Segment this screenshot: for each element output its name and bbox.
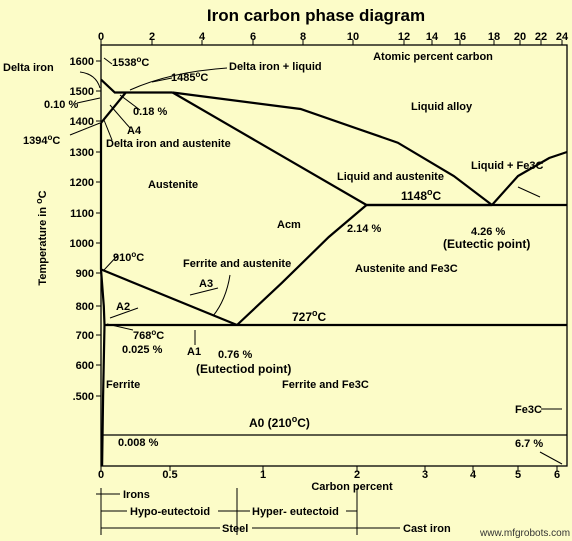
top-tick-6: 12: [398, 31, 410, 43]
top-tick-7: 14: [426, 31, 439, 43]
y-tick-7: 1300: [70, 147, 94, 159]
label-1538: 1538oC: [112, 55, 149, 69]
y-axis-label: Temperature in oC: [34, 190, 49, 285]
top-tick-4: 8: [300, 31, 306, 43]
chart-title: Iron carbon phase diagram: [207, 6, 425, 25]
label-1148: 1148oC: [401, 187, 442, 203]
label-austenite: Austenite: [148, 179, 198, 191]
label-a4: A4: [127, 125, 142, 137]
label-4.26: 4.26 %: [471, 226, 505, 238]
label-eutectoid: (Eutectiod point): [196, 362, 291, 376]
label-delta-austenite: Delta iron and austenite: [106, 138, 231, 150]
label-727: 727oC: [292, 308, 327, 324]
y-tick-1: 700: [76, 330, 94, 342]
y-tick-5: 1100: [70, 208, 94, 220]
label-delta-liquid: Delta iron + liquid: [229, 61, 322, 73]
boundary-0: [100, 78, 173, 94]
watermark: www.mfgrobots.com: [479, 528, 570, 539]
boundary-10: [99, 269, 106, 467]
label-eutectic: (Eutectic point): [443, 237, 530, 251]
top-tick-9: 18: [488, 31, 500, 43]
y-tick-2: 800: [76, 301, 94, 313]
y-tick-8: 1400: [70, 116, 94, 128]
top-tick-8: 16: [454, 31, 466, 43]
y-tick-6: 1200: [70, 177, 94, 189]
label-ferrite-austenite: Ferrite and austenite: [183, 258, 291, 270]
top-tick-5: 10: [347, 31, 359, 43]
top-axis-label: Atomic percent carbon: [373, 51, 493, 63]
left-axis-ticks: 600 700 800 900 1000 1100 1200 1300 1400 1500 1600…: [70, 56, 101, 403]
top-tick-3: 6: [250, 31, 256, 43]
y-tick-9: 1500: [70, 86, 94, 98]
phase-boundaries: [99, 78, 568, 467]
label-a3: A3: [199, 278, 213, 290]
label-910: 910oC: [113, 250, 144, 264]
y-tick-4: 1000: [70, 238, 94, 250]
label-768: 768oC: [133, 328, 164, 342]
label-2.14: 2.14 %: [347, 223, 381, 235]
x-tick-1: 0.5: [162, 469, 177, 481]
label-0.18: 0.18 %: [133, 106, 167, 118]
range-irons: Irons: [123, 489, 150, 501]
boundary-4: [172, 91, 493, 206]
x-tick-4: 3: [422, 469, 428, 481]
range-hypo: Hypo-eutectoid: [130, 506, 210, 518]
boundary-7: [236, 204, 368, 326]
label-0.76: 0.76 %: [218, 349, 252, 361]
top-tick-1: 2: [149, 31, 155, 43]
label-6.7: 6.7 %: [515, 438, 543, 450]
label-a0: A0 (210oC): [249, 414, 310, 430]
boundary-5: [491, 150, 568, 206]
x-tick-0: 0: [98, 469, 104, 481]
y-tick-3: 900: [76, 268, 94, 280]
label-acm: Acm: [277, 219, 301, 231]
label-austenite-fe3c: Austenite and Fe3C: [355, 263, 458, 275]
top-tick-10: 20: [514, 31, 526, 43]
top-axis-ticks: 0 2 4 6 8 10 12 14 16 18 20 22 24: [98, 31, 569, 45]
label-liquid-alloy: Liquid alloy: [411, 101, 473, 113]
label-0.008: 0.008 %: [118, 437, 159, 449]
x-tick-6: 5: [515, 469, 521, 481]
x-tick-2: 1: [260, 469, 266, 481]
bottom-ranges: Irons Hypo-eutectoid Hyper- eutectoid St…: [96, 488, 451, 535]
range-hyper: Hyper- eutectoid: [252, 506, 339, 518]
x-tick-7: 6: [554, 469, 560, 481]
range-cast-iron: Cast iron: [403, 523, 451, 535]
label-a2: A2: [116, 301, 130, 313]
range-steel: Steel: [222, 523, 248, 535]
label-delta-iron: Delta iron: [3, 62, 54, 74]
label-1394: 1394oC: [23, 133, 60, 147]
top-tick-2: 4: [199, 31, 206, 43]
x-axis-label: Carbon percent: [311, 481, 393, 493]
top-tick-0: 0: [98, 31, 104, 43]
x-tick-3: 2: [354, 469, 360, 481]
y-tick-0: 600: [76, 360, 94, 372]
label-ferrite: Ferrite: [106, 379, 140, 391]
y-tick-10: 1600: [70, 56, 94, 68]
plot-frame: [100, 44, 568, 467]
label-fe3c: Fe3C: [515, 404, 542, 416]
x-tick-5: 4: [470, 469, 477, 481]
bottom-axis-ticks: 0 0.5 1 2 3 4 5 6: [98, 466, 560, 481]
y-tick-500: .500: [73, 391, 94, 403]
boundary-2: [100, 91, 127, 124]
annotation-arrows: [69, 57, 563, 465]
label-liquid-fe3c: Liquid + Fe3C: [471, 160, 543, 172]
top-tick-12: 24: [556, 31, 569, 43]
label-liquid-austenite: Liquid and austenite: [337, 171, 444, 183]
boundary-6: [100, 268, 238, 327]
label-0.025: 0.025 %: [122, 344, 163, 356]
label-a1: A1: [187, 346, 201, 358]
label-ferrite-fe3c: Ferrite and Fe3C: [282, 379, 369, 391]
label-0.10: 0.10 %: [44, 99, 78, 111]
top-tick-11: 22: [535, 31, 547, 43]
